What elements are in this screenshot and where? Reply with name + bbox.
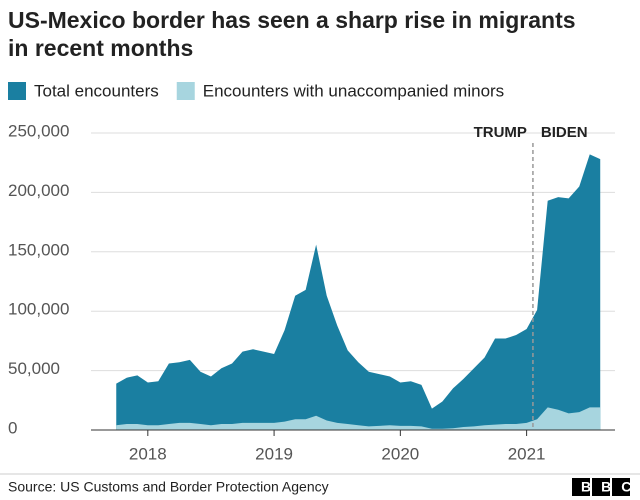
annotation: BIDEN	[541, 124, 588, 141]
y-tick-label: 0	[8, 418, 17, 437]
legend-swatch	[176, 82, 195, 100]
legend-label: Encounters with unaccompanied minors	[203, 81, 504, 100]
y-tick-label: 150,000	[8, 240, 69, 259]
y-tick-label: 250,000	[8, 121, 69, 140]
logo: BBC	[581, 479, 640, 495]
chart-title: US-Mexico border has seen a sharp rise i…	[8, 7, 576, 61]
x-tick-label: 2019	[255, 444, 293, 463]
logo-box	[592, 478, 610, 496]
x-tick-label: 2020	[381, 444, 419, 463]
y-tick-label: 50,000	[8, 359, 60, 378]
source: Source: US Customs and Border Protection…	[8, 479, 329, 495]
legend-swatch	[8, 82, 26, 100]
area	[116, 154, 601, 430]
logo-box	[572, 478, 590, 496]
y-tick-label: 200,000	[8, 181, 69, 200]
area	[116, 407, 601, 430]
y-tick-label: 100,000	[8, 300, 69, 319]
x-tick-label: 2021	[508, 444, 546, 463]
logo-box	[612, 478, 630, 496]
x-tick-label: 2018	[129, 444, 167, 463]
annotation: TRUMP	[474, 124, 527, 141]
legend-label: Total encounters	[34, 81, 159, 100]
